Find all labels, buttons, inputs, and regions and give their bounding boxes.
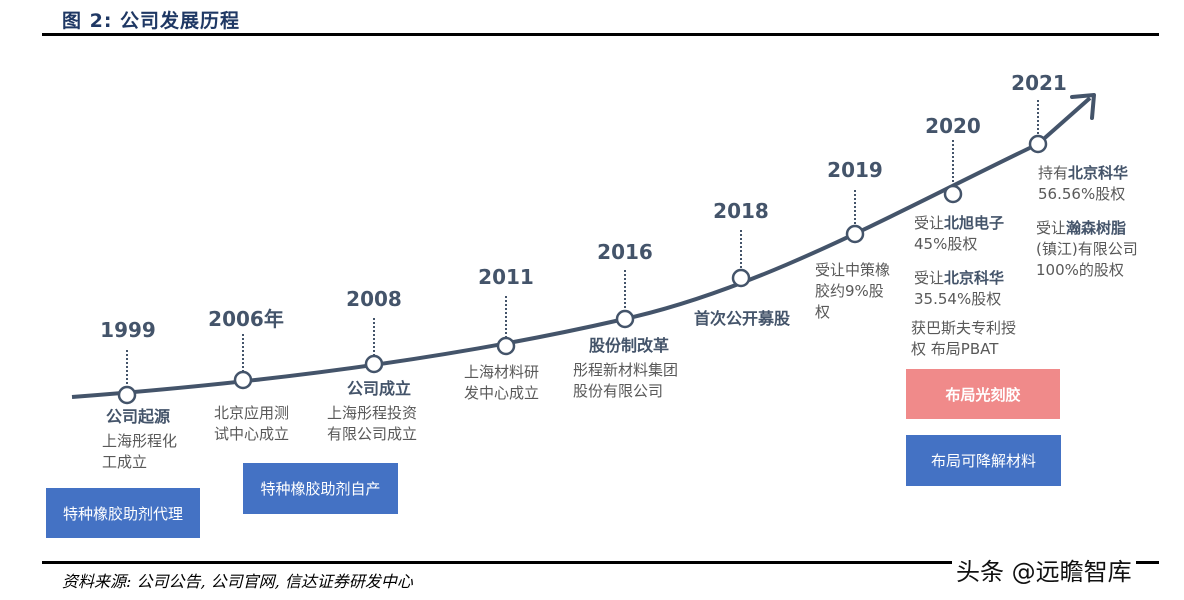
source-note: 资料来源: 公司公告, 公司官网, 信达证券研发中心 — [62, 572, 413, 591]
heading-1999: 公司起源 — [106, 407, 171, 426]
figure-title: 图 2: 公司发展历程 — [62, 10, 241, 32]
box-degradable: 布局可降解材料 — [906, 435, 1061, 486]
desc-2011-1: 上海材料研 — [464, 363, 540, 381]
desc-2011-2: 发中心成立 — [464, 384, 540, 402]
year-2016: 2016 — [597, 240, 653, 264]
desc-2019-2: 胶约9%股 — [815, 282, 884, 300]
heading-2016: 股份制改革 — [589, 336, 670, 355]
node-2020 — [943, 184, 963, 204]
heading-2008: 公司成立 — [347, 379, 412, 398]
desc-2021-b3: 100%的股权 — [1036, 261, 1124, 279]
year-2011: 2011 — [478, 265, 534, 289]
node-2006 — [233, 370, 253, 390]
desc-2006-2: 试中心成立 — [214, 425, 290, 443]
year-2008: 2008 — [346, 287, 402, 311]
desc-2016-1: 彤程新材料集团 — [573, 361, 679, 379]
desc-2019-3: 权 — [815, 303, 831, 321]
desc-2006-1: 北京应用测 — [214, 404, 290, 422]
node-2021 — [1028, 134, 1048, 154]
node-2018 — [731, 268, 751, 288]
desc-2021-b1: 受让瀚森树脂 — [1036, 219, 1127, 237]
desc-2020-c2: 权 布局PBAT — [911, 340, 999, 358]
desc-2016-2: 股份有限公司 — [573, 382, 664, 400]
node-2008 — [364, 354, 384, 374]
node-2016 — [615, 309, 635, 329]
box-photoresist: 布局光刻胶 — [906, 369, 1060, 419]
bottom-rule — [42, 561, 1159, 564]
desc-2008-1: 上海彤程投资 — [327, 404, 418, 422]
year-1999: 1999 — [100, 318, 156, 342]
desc-2020-c1: 获巴斯夫专利授 — [911, 319, 1017, 337]
heading-2018: 首次公开募股 — [694, 309, 791, 328]
desc-2020-a2: 45%股权 — [914, 235, 978, 253]
node-2011 — [496, 336, 516, 356]
node-1999 — [117, 385, 137, 405]
watermark: 头条 @远瞻智库 — [952, 552, 1136, 587]
desc-2008-2: 有限公司成立 — [327, 425, 418, 443]
box-rubber-production: 特种橡胶助剂自产 — [243, 463, 398, 514]
desc-1999-2: 工成立 — [102, 453, 148, 471]
top-rule — [42, 33, 1159, 36]
node-2019 — [845, 224, 865, 244]
desc-2020-a1: 受让北旭电子 — [914, 214, 1005, 232]
desc-2021-a2: 56.56%股权 — [1038, 185, 1126, 203]
year-2021: 2021 — [1011, 71, 1067, 95]
desc-2019-1: 受让中策橡 — [815, 261, 891, 279]
year-2018: 2018 — [713, 199, 769, 223]
desc-2021-a1: 持有北京科华 — [1038, 164, 1129, 182]
box-rubber-agent: 特种橡胶助剂代理 — [46, 488, 200, 538]
year-2020: 2020 — [925, 114, 981, 138]
year-2019: 2019 — [827, 158, 883, 182]
desc-2021-b2: (镇江)有限公司 — [1036, 240, 1138, 258]
desc-2020-b2: 35.54%股权 — [914, 290, 1002, 308]
desc-1999-1: 上海彤程化 — [102, 432, 178, 450]
desc-2020-b1: 受让北京科华 — [914, 269, 1005, 287]
year-2006: 2006年 — [208, 307, 284, 331]
